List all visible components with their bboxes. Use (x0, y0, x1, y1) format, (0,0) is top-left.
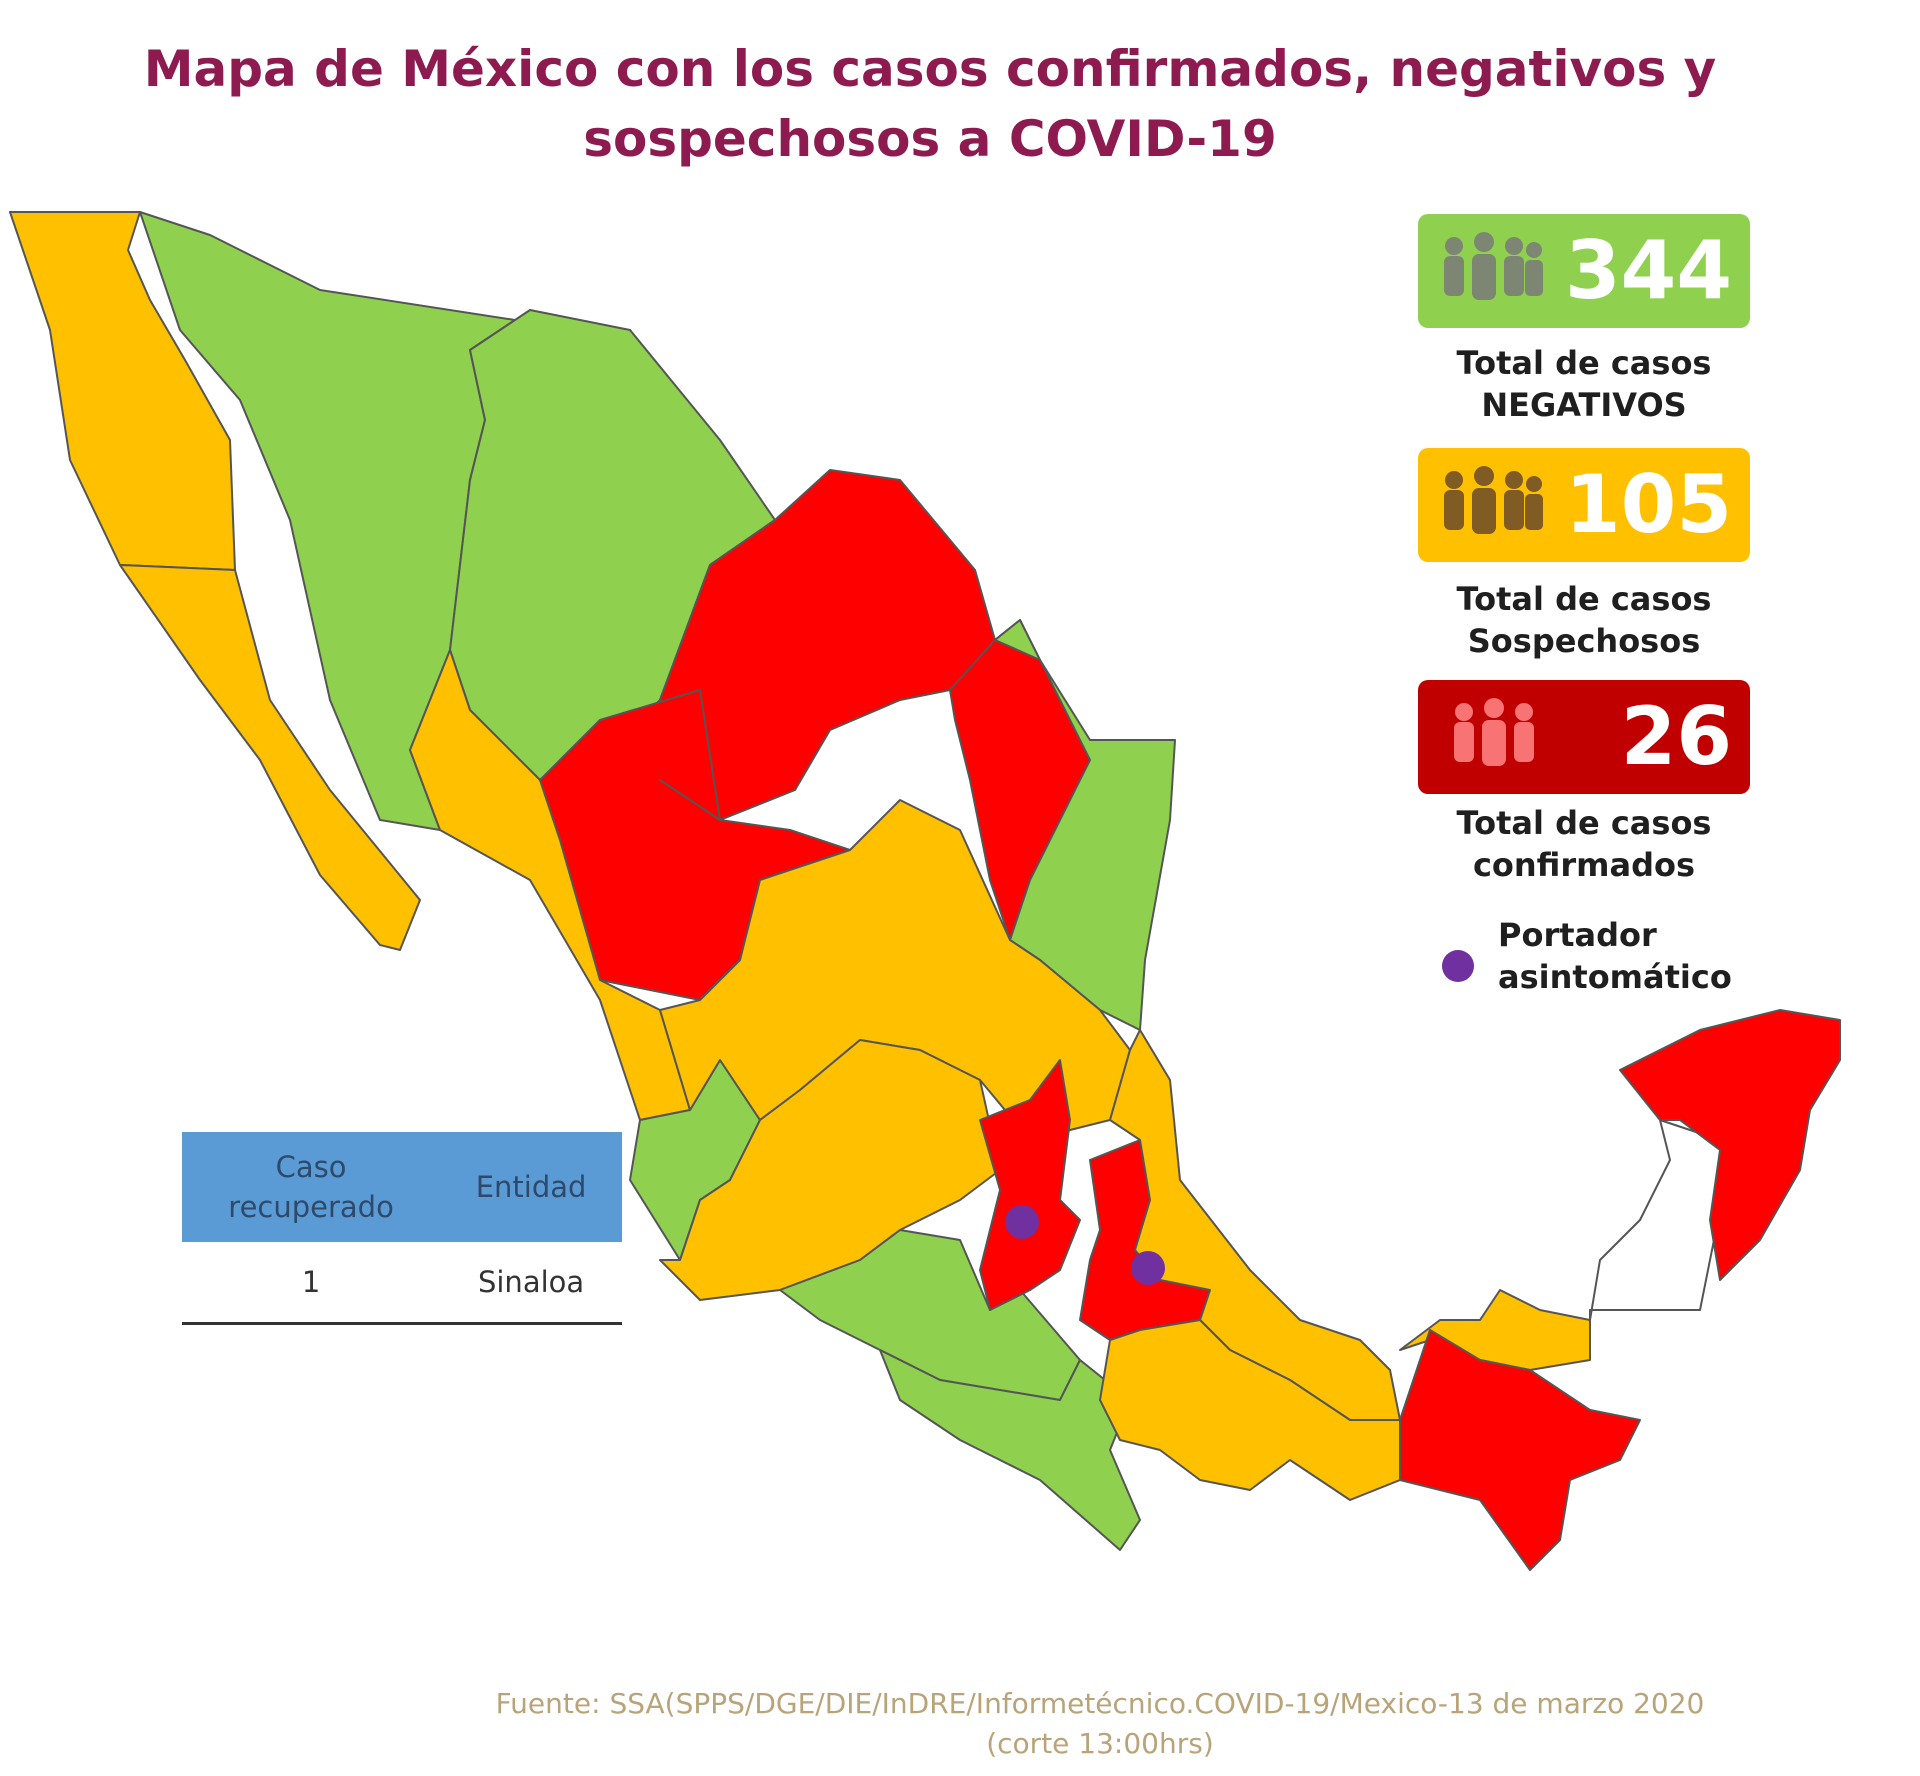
sospechosos-total-box: 105 (1418, 448, 1750, 562)
region-michoacan (779, 1229, 1081, 1401)
region-sinaloa (409, 649, 691, 1121)
region-baja-california-sur (119, 564, 421, 951)
negativos-total-label: Total de casos NEGATIVOS (1456, 344, 1712, 424)
recovered-cases-table: Caso recuperado Entidad 1 Sinaloa (182, 1132, 622, 1325)
region-campeche (1589, 1119, 1721, 1321)
table-row: 1 Sinaloa (182, 1242, 622, 1325)
portador-asintomatico-legend: Portador asintomático (1440, 914, 1770, 1014)
page-title: Mapa de México con los casos confirmados… (80, 34, 1780, 174)
table-cell-entidad: Sinaloa (440, 1242, 622, 1325)
confirmados-total-label: Total de casos confirmados (1456, 804, 1712, 884)
title-line-1: Mapa de México con los casos confirmados… (143, 40, 1717, 98)
table-header-row: Caso recuperado Entidad (182, 1132, 622, 1242)
negativos-total-box: 344 (1418, 214, 1750, 328)
region-yucatan-quintana-roo (1619, 1009, 1841, 1281)
region-tamaulipas (994, 619, 1176, 1031)
region-chiapas (1399, 1329, 1641, 1571)
title-line-2: sospechosos a COVID-19 (583, 110, 1277, 168)
table-cell-caso: 1 (182, 1242, 441, 1325)
region-guerrero (879, 1349, 1141, 1551)
sospechosos-total-label: Total de casos Sospechosos (1456, 580, 1712, 660)
confirmados-total-value: 26 (1620, 690, 1732, 783)
confirmados-total-box: 26 (1418, 680, 1750, 794)
sospechosos-total-value: 105 (1565, 458, 1732, 551)
table-header-entidad: Entidad (440, 1132, 622, 1242)
asymptomatic-marker-1 (1005, 1205, 1039, 1239)
region-baja-california (9, 211, 236, 571)
portador-asintomatico-label: Portador asintomático (1498, 916, 1732, 996)
people-group-icon (1454, 698, 1534, 766)
table-header-caso: Caso recuperado (182, 1132, 441, 1242)
region-queretaro-edomex (979, 1059, 1081, 1311)
asymptomatic-marker-2 (1131, 1251, 1165, 1285)
region-oaxaca (1099, 1319, 1401, 1501)
people-group-icon (1444, 466, 1543, 534)
people-group-icon (1444, 232, 1543, 300)
asymptomatic-dot-icon (1442, 950, 1474, 982)
region-jalisco (659, 1039, 1001, 1301)
source-note: Fuente: SSA(SPPS/DGE/DIE/InDRE/Informeté… (495, 1687, 1705, 1760)
negativos-total-value: 344 (1565, 224, 1732, 317)
